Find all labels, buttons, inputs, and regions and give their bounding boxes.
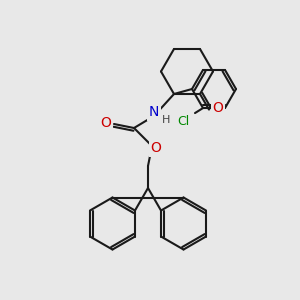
Text: O: O bbox=[151, 141, 161, 155]
Text: O: O bbox=[100, 116, 111, 130]
Text: N: N bbox=[149, 105, 159, 119]
Text: O: O bbox=[213, 100, 224, 115]
Text: Cl: Cl bbox=[177, 115, 189, 128]
Text: H: H bbox=[162, 115, 170, 125]
